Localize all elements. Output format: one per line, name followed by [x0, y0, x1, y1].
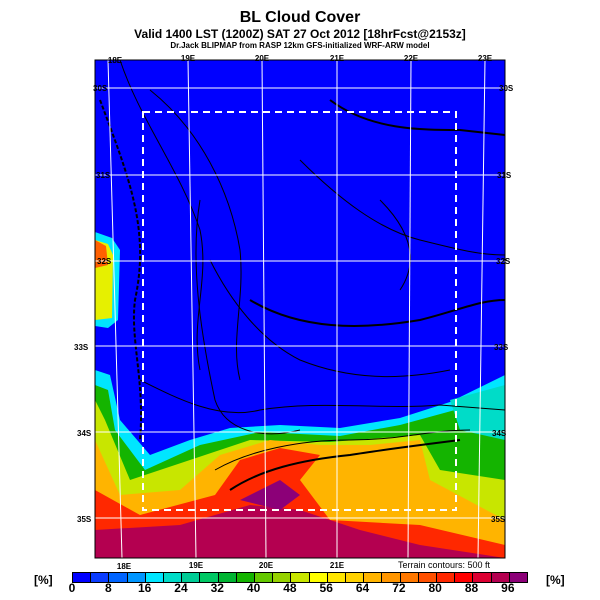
lon-label-bottom: 20E — [258, 561, 274, 570]
lon-label-top: 23E — [477, 54, 493, 63]
chart-title: BL Cloud Cover — [239, 9, 361, 26]
lon-label-bottom: 19E — [188, 561, 204, 570]
lat-label-left: 34S — [77, 429, 92, 438]
lon-label-top: 18E — [107, 56, 123, 65]
colorbar-tick-label: 80 — [428, 581, 442, 595]
cloud-field-east — [450, 385, 505, 440]
lon-label-bottom: 18E — [116, 562, 132, 571]
lat-label-left: 32S — [97, 257, 112, 266]
colorbar-tick-label: 96 — [501, 581, 515, 595]
model-source-subtitle: Dr.Jack BLIPMAP from RASP 12km GFS-initi… — [170, 41, 430, 50]
colorbar-segment — [291, 573, 310, 582]
lat-label-right: 30S — [499, 84, 514, 93]
lat-label-right: 35S — [491, 515, 506, 524]
lat-label-left: 35S — [77, 515, 92, 524]
colorbar-tick-label: 56 — [319, 581, 333, 595]
colorbar-tick-label: 40 — [246, 581, 261, 595]
colorbar-segment — [382, 573, 401, 582]
colorbar-tick-label: 72 — [392, 581, 406, 595]
cloud-field-south — [240, 480, 300, 510]
colorbar-segment — [182, 573, 201, 582]
colorbar-segment — [418, 573, 438, 582]
colorbar-segment — [437, 573, 456, 582]
colorbar-segment — [364, 573, 383, 582]
colorbar-segment — [400, 573, 419, 582]
colorbar-tick-label: 48 — [283, 581, 297, 595]
colorbar-segment — [509, 573, 528, 582]
colorbar-unit-left: [%] — [34, 573, 53, 587]
colorbar-segment — [473, 573, 492, 582]
colorbar-segment — [346, 573, 365, 582]
lon-label-top: 20E — [254, 54, 270, 63]
terrain-contours-note: Terrain contours: 500 ft — [398, 560, 491, 570]
colorbar-segment — [145, 573, 165, 582]
colorbar-segment — [109, 573, 128, 582]
colorbar-tick-label: 32 — [210, 581, 224, 595]
colorbar-segment — [327, 573, 347, 582]
colorbar-tick-label: 24 — [174, 581, 188, 595]
lat-label-left: 31S — [96, 171, 111, 180]
colorbar-segment — [127, 573, 146, 582]
map-frame — [94, 59, 506, 559]
lon-label-top: 19E — [180, 54, 196, 63]
valid-time-subtitle: Valid 1400 LST (1200Z) SAT 27 Oct 2012 [… — [134, 27, 466, 41]
colorbar-segment — [200, 573, 219, 582]
lat-label-left: 33S — [74, 343, 89, 352]
colorbar-segment — [218, 573, 237, 582]
colorbar-segment — [273, 573, 292, 582]
inner-domain-boundary — [142, 111, 457, 511]
lon-label-top: 22E — [403, 54, 419, 63]
colorbar-tick-label: 16 — [137, 581, 152, 595]
cloud-field-south — [95, 505, 505, 558]
colorbar-segment — [236, 573, 256, 582]
lat-label-right: 33S — [494, 343, 509, 352]
colorbar-tick-label: 88 — [464, 581, 479, 595]
lat-label-right: 32S — [496, 257, 511, 266]
lon-label-top: 21E — [329, 54, 345, 63]
colorbar-tick-label: 64 — [355, 581, 370, 595]
colorbar-segment — [309, 573, 328, 582]
graticule — [95, 60, 505, 558]
lat-label-left: 30S — [93, 84, 108, 93]
lat-label-right: 34S — [492, 429, 507, 438]
colorbar-segment — [91, 573, 110, 582]
colorbar-segment — [164, 573, 183, 582]
colorbar-segment — [73, 573, 92, 582]
colorbar-segment — [255, 573, 274, 582]
lat-label-right: 31S — [497, 171, 512, 180]
colorbar — [72, 572, 528, 583]
colorbar-tick-label: 8 — [104, 581, 112, 595]
colorbar-tick-label: 0 — [68, 581, 76, 595]
colorbar-segment — [491, 573, 510, 582]
colorbar-segment — [455, 573, 474, 582]
lon-label-bottom: 21E — [329, 561, 345, 570]
colorbar-unit-right: [%] — [546, 573, 565, 587]
